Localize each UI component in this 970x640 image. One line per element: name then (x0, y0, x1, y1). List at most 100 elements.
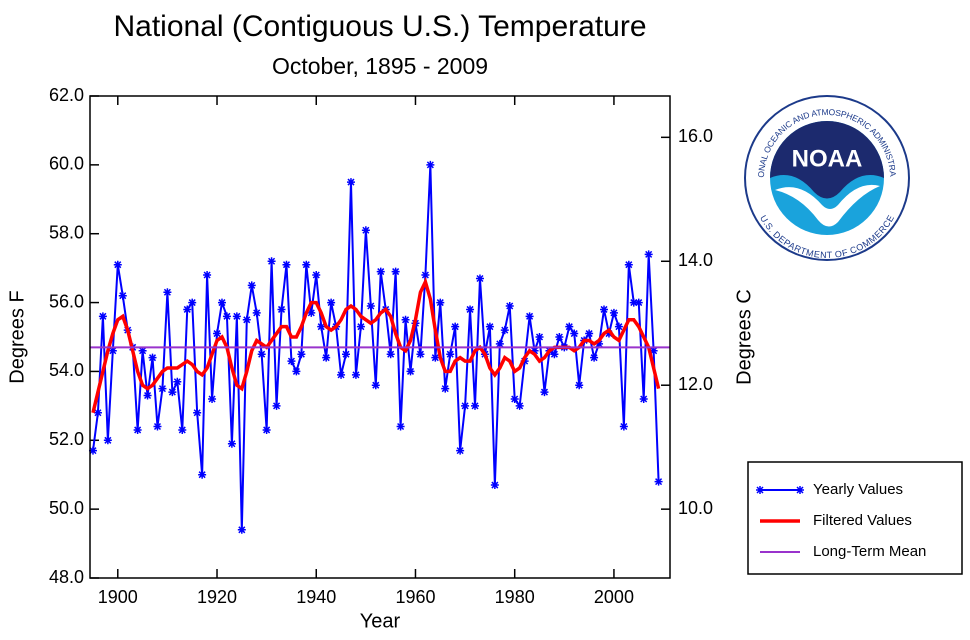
point-marker (148, 353, 157, 362)
point-marker (108, 346, 117, 355)
point-marker (292, 367, 301, 376)
point-marker (337, 370, 346, 379)
point-marker (327, 298, 336, 307)
point-marker (88, 446, 97, 455)
point-marker (431, 353, 440, 362)
point-marker (252, 308, 261, 317)
point-marker (525, 312, 534, 321)
point-marker (188, 298, 197, 307)
y-tick-label: 58.0 (49, 222, 84, 242)
point-marker (262, 425, 271, 434)
point-marker (356, 322, 365, 331)
point-marker (575, 381, 584, 390)
y2-tick-label: 12.0 (678, 374, 713, 394)
chart-subtitle: October, 1895 - 2009 (272, 53, 488, 79)
point-marker (163, 288, 172, 297)
point-marker (208, 394, 217, 403)
y2-tick-label: 10.0 (678, 498, 713, 518)
point-marker (277, 305, 286, 314)
point-marker (342, 350, 351, 359)
x-tick-label: 1920 (197, 587, 237, 607)
point-marker (426, 160, 435, 169)
point-marker (421, 271, 430, 280)
point-marker (441, 384, 450, 393)
point-marker (510, 394, 519, 403)
point-marker (272, 401, 281, 410)
point-marker (322, 353, 331, 362)
point-marker (203, 271, 212, 280)
point-marker (456, 446, 465, 455)
point-marker (173, 377, 182, 386)
point-marker (475, 274, 484, 283)
point-marker (242, 315, 251, 324)
point-marker (535, 333, 544, 341)
point-marker (436, 298, 445, 307)
point-marker (198, 470, 207, 479)
point-marker (614, 322, 623, 331)
point-marker (595, 339, 604, 348)
point-marker (654, 477, 663, 486)
point-marker (446, 350, 455, 359)
x-axis-label: Year (360, 610, 401, 632)
point-marker (505, 302, 514, 311)
point-marker (649, 346, 658, 355)
point-marker (168, 388, 177, 397)
legend-label: Long-Term Mean (813, 543, 926, 560)
y-tick-label: 62.0 (49, 85, 84, 105)
point-marker (98, 312, 107, 321)
logo-sky (770, 121, 884, 199)
logo-acronym: NOAA (792, 145, 863, 172)
chart-title: National (Contiguous U.S.) Temperature (113, 10, 646, 43)
point-marker (600, 305, 609, 314)
point-marker (312, 271, 321, 280)
point-marker (619, 422, 628, 431)
point-marker (639, 394, 648, 403)
point-marker (307, 308, 316, 317)
point-marker (138, 346, 147, 355)
point-marker (232, 312, 241, 321)
point-marker (391, 267, 400, 276)
point-marker (302, 260, 311, 269)
point-marker (466, 305, 475, 314)
point-marker (585, 329, 594, 338)
point-marker (158, 384, 167, 393)
y-tick-label: 56.0 (49, 291, 84, 311)
point-marker (376, 267, 385, 276)
point-marker (366, 302, 375, 311)
point-marker (193, 408, 202, 417)
point-marker (227, 439, 236, 448)
x-tick-label: 1940 (296, 587, 336, 607)
point-marker (257, 350, 266, 359)
point-marker (629, 298, 638, 307)
point-marker (401, 315, 410, 324)
point-marker (416, 350, 425, 359)
point-marker (570, 329, 579, 338)
point-marker (371, 381, 380, 390)
point-marker (178, 425, 187, 434)
y-tick-label: 52.0 (49, 429, 84, 449)
point-marker (133, 425, 142, 434)
y-tick-label: 54.0 (49, 360, 84, 380)
point-marker (451, 322, 460, 331)
y-tick-label: 60.0 (49, 154, 84, 174)
point-marker (540, 388, 549, 397)
point-marker (247, 281, 256, 290)
point-marker (495, 339, 504, 348)
point-marker (406, 367, 415, 376)
point-marker (590, 353, 599, 362)
legend-marker (756, 486, 764, 494)
point-marker (461, 401, 470, 410)
point-marker (113, 260, 122, 269)
point-marker (222, 312, 231, 321)
point-marker (287, 357, 296, 366)
point-marker (351, 370, 360, 379)
legend-label: Yearly Values (813, 481, 903, 498)
point-marker (530, 346, 539, 355)
legend-marker (796, 486, 804, 494)
point-marker (471, 401, 480, 410)
x-tick-label: 1960 (395, 587, 435, 607)
point-marker (282, 260, 291, 269)
point-marker (386, 350, 395, 359)
point-marker (396, 422, 405, 431)
